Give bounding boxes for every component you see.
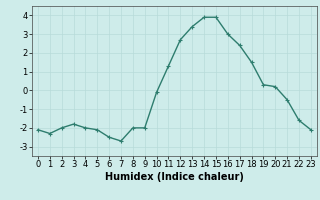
X-axis label: Humidex (Indice chaleur): Humidex (Indice chaleur) [105, 172, 244, 182]
